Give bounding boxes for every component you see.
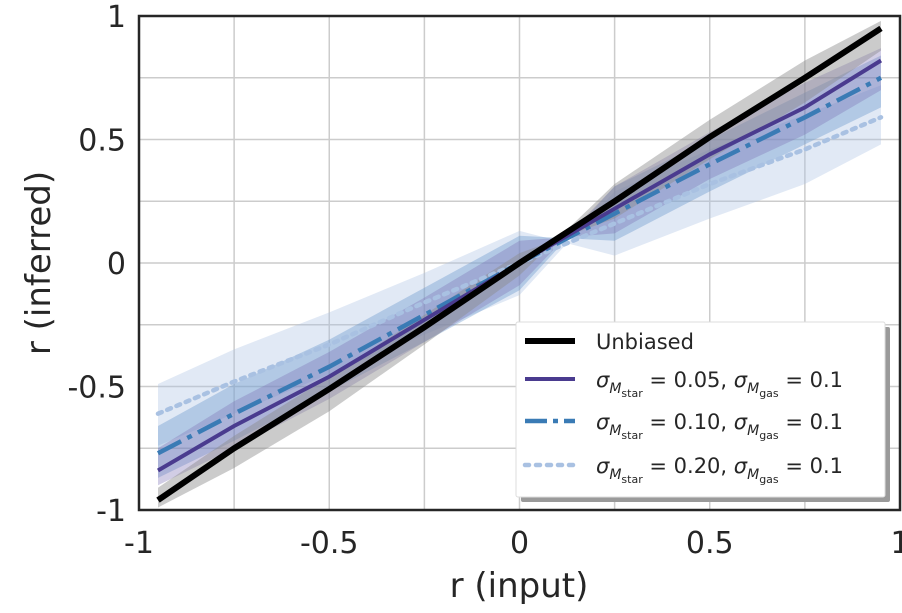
y-tick-labels: 1 0.5 0 -0.5 -1 (67, 0, 126, 529)
plot-frame (137, 14, 902, 512)
legend-box (515, 321, 886, 498)
legend: Unbiased σMstar = 0.05, σMgas = 0.1 σMstar… (515, 321, 890, 502)
band-series-1 (158, 48, 881, 486)
x-tick-label: 0 (510, 526, 529, 561)
x-tick-labels: -1 -0.5 0 0.5 1 (124, 526, 902, 561)
line-series-0 (156, 25, 883, 503)
x-axis-title: r (input) (450, 566, 589, 606)
y-tick-label: 0 (107, 247, 126, 282)
y-axis-title: r (inferred) (19, 171, 59, 355)
x-tick-label: -0.5 (300, 526, 359, 561)
y-tick-label: 1 (107, 0, 126, 35)
x-tick-label: 0.5 (686, 526, 734, 561)
legend-label-0: Unbiased (596, 330, 694, 354)
series-lines (155, 25, 884, 503)
y-tick-label: -1 (96, 494, 126, 529)
legend-label-2: σMstar = 0.10, σMgas = 0.1 (596, 410, 843, 442)
legend-label-3: σMstar = 0.20, σMgas = 0.1 (596, 454, 843, 486)
y-tick-label: 0.5 (78, 124, 126, 159)
legend-label-1: σMstar = 0.05, σMgas = 0.1 (596, 368, 843, 400)
x-tick-label: 1 (890, 526, 902, 561)
y-tick-label: -0.5 (67, 371, 126, 406)
x-tick-label: -1 (124, 526, 154, 561)
